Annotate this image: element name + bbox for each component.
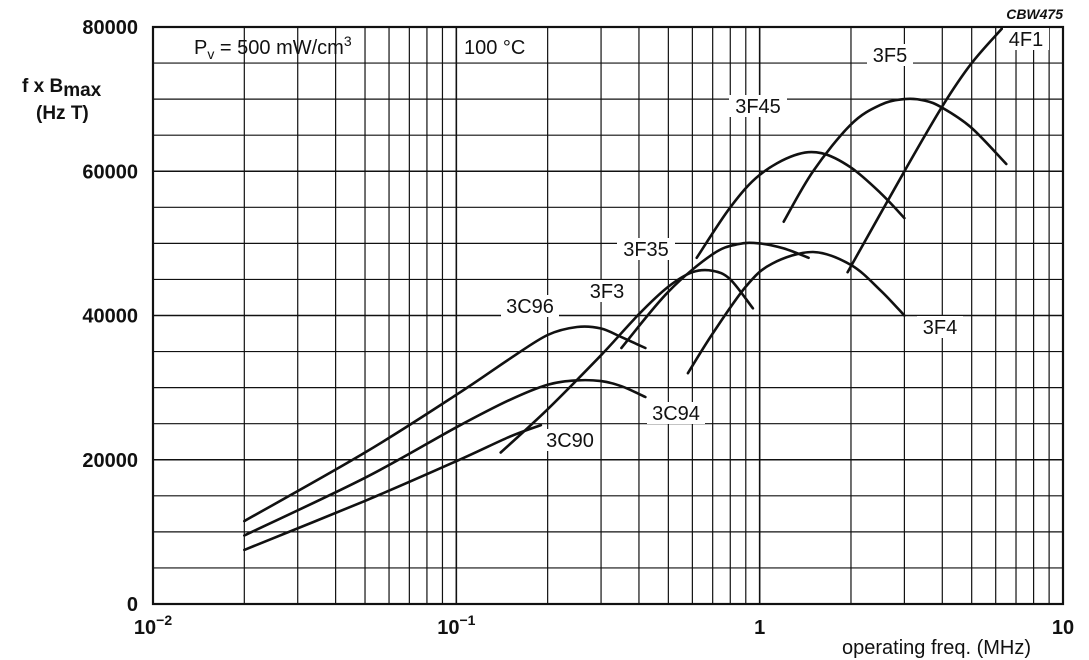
temperature-condition: 100 °C	[464, 37, 525, 59]
x-tick-label: 10	[1052, 617, 1074, 639]
curve-3f45	[695, 150, 906, 260]
series-label-4f1: 4F1	[1009, 29, 1043, 51]
curve-3c90	[243, 423, 543, 552]
series-label-3f3: 3F3	[590, 281, 624, 303]
series-curves	[243, 27, 1008, 552]
series-label-bg	[541, 429, 599, 451]
curve-3c96	[243, 325, 647, 523]
y-tick-label: 20000	[82, 450, 138, 472]
power-density-condition: Pv = 500 mW/cm3	[194, 33, 352, 62]
series-label-bg	[729, 95, 787, 117]
y-tick-label: 40000	[82, 306, 138, 328]
y-tick-label: 0	[127, 594, 138, 616]
y-tick-label: 60000	[82, 161, 138, 183]
series-label-bg	[501, 295, 559, 317]
series-label-3f35: 3F35	[623, 239, 669, 261]
curve-3f5	[782, 97, 1008, 223]
series-label-3f5: 3F5	[873, 45, 907, 67]
series-label-3f45: 3F45	[735, 96, 781, 118]
x-tick-label: 10−2	[134, 612, 172, 639]
series-label-3c96: 3C96	[506, 296, 554, 318]
series-label-bg	[617, 238, 675, 260]
curve-4f1	[846, 27, 1004, 274]
curve-3f4	[686, 250, 906, 375]
series-label-bg	[867, 44, 913, 66]
x-tick-label: 10−1	[437, 612, 475, 639]
series-label-3f4: 3F4	[923, 317, 957, 339]
x-axis-title: operating freq. (MHz)	[842, 637, 1031, 659]
series-label-3c94: 3C94	[652, 403, 700, 425]
y-axis-unit: (Hz T)	[36, 103, 89, 124]
series-label-bg	[647, 402, 705, 424]
y-tick-labels: 0 20000 40000 60000 80000	[82, 17, 138, 616]
series-label-bg	[1003, 28, 1049, 50]
plot-frame	[151, 25, 1065, 606]
grid	[151, 25, 1065, 606]
series-label-bg	[584, 280, 630, 302]
series-label-bg	[917, 316, 963, 338]
series-label-3c90: 3C90	[546, 430, 594, 452]
curve-3f3	[499, 268, 755, 454]
y-axis-title: f x Bmax	[22, 76, 102, 101]
figure-code: CBW475	[1006, 6, 1063, 22]
series-labels: 3C96 3C94 3C90 3F3 3F35 3F4 3F45 3F5 4F1	[501, 28, 1049, 452]
curve-3f35	[620, 241, 810, 350]
x-tick-labels: 10−2 10−1 1 10	[134, 612, 1074, 639]
x-tick-label: 1	[754, 617, 765, 639]
y-tick-label: 80000	[82, 17, 138, 39]
curve-3c94	[243, 378, 647, 537]
